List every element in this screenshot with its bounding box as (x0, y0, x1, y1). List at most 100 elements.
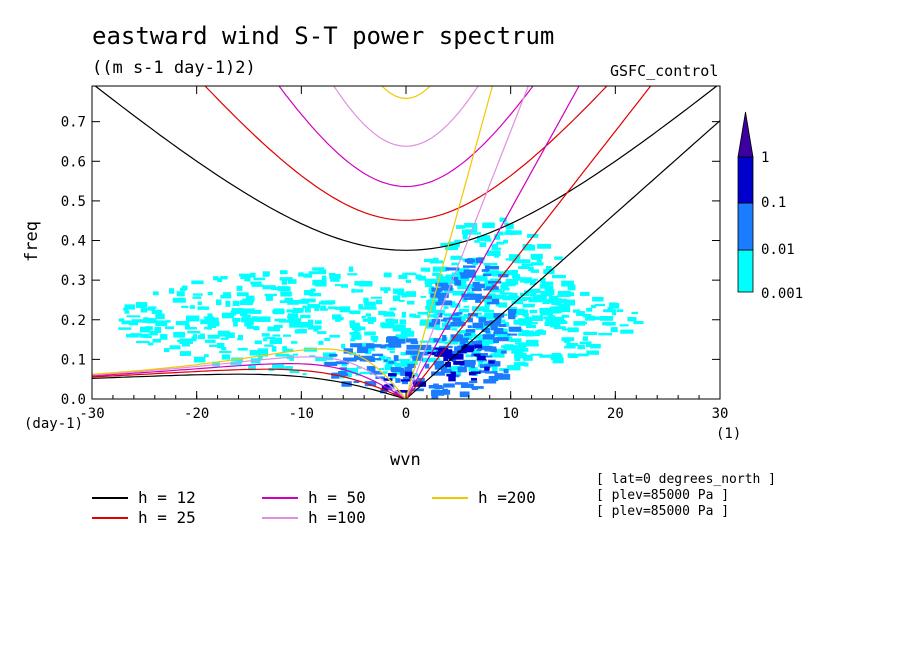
spectrum-cell (140, 308, 148, 313)
spectrum-cell (172, 297, 186, 303)
spectrum-cell (465, 329, 476, 333)
spectrum-cell (484, 366, 490, 371)
spectrum-cell (567, 327, 579, 333)
spectrum-cell (185, 315, 200, 322)
spectrum-cell (215, 299, 222, 306)
spectrum-cell (543, 316, 556, 320)
spectrum-cell (118, 327, 132, 330)
spectrum-cell (446, 373, 455, 377)
spectrum-cell (290, 341, 298, 344)
spectrum-cell (409, 313, 417, 318)
spectrum-cell (443, 317, 455, 320)
spectrum-cell (486, 301, 500, 305)
spectrum-cell (566, 343, 578, 347)
spectrum-cell (349, 320, 356, 326)
spectrum-cell (440, 285, 453, 291)
spectrum-cell (464, 229, 478, 233)
spectrum-cell (522, 296, 533, 301)
y-tick-label: 0.5 (61, 194, 86, 210)
spectrum-cell (410, 373, 419, 377)
spectrum-cell (484, 265, 490, 271)
spectrum-cell (438, 313, 443, 318)
spectrum-cell (532, 278, 538, 281)
kelvin-wave-curve (405, 86, 529, 399)
spectrum-cell (476, 235, 482, 241)
spectrum-cell (456, 268, 470, 273)
spectrum-cell (180, 287, 187, 291)
spectrum-cell (393, 288, 405, 294)
x-tick-label: -20 (184, 406, 209, 422)
spectrum-cell (456, 312, 463, 315)
spectrum-cell (217, 330, 230, 337)
spectrum-cell (522, 244, 536, 251)
spectrum-cell (482, 222, 495, 229)
spectrum-cell (528, 299, 543, 303)
spectrum-cell (511, 348, 524, 354)
spectrum-cell (433, 383, 439, 387)
spectrum-cell (263, 337, 268, 342)
spectrum-cell (544, 285, 554, 291)
spectrum-cell (427, 309, 436, 314)
spectrum-cell (392, 367, 404, 372)
spectrum-cell (505, 258, 516, 261)
x-tick-label: 30 (712, 406, 729, 422)
colorbar-triangle (737, 111, 754, 158)
spectrum-cell (450, 255, 463, 260)
spectrum-cell (470, 377, 477, 381)
y-tick-label: 0.3 (61, 273, 86, 289)
spectrum-cell (488, 375, 499, 382)
spectrum-cell (281, 279, 288, 285)
spectrum-cell (237, 334, 244, 339)
spectrum-cell (351, 288, 356, 293)
spectrum-cell (364, 331, 376, 336)
spectrum-cell (461, 345, 475, 351)
spectrum-cell (439, 279, 452, 285)
spectrum-cell (468, 380, 478, 384)
spectrum-cell (220, 294, 232, 299)
gravity-wave-curve (94, 86, 718, 251)
spectrum-cell (421, 357, 436, 363)
spectrum-cell (523, 277, 532, 281)
spectrum-cell (513, 362, 523, 366)
spectrum-cell (495, 315, 502, 321)
spectrum-cell (151, 309, 163, 314)
spectrum-cell (143, 335, 152, 339)
spectrum-cell (384, 344, 392, 347)
spectrum-cell (561, 280, 575, 287)
spectrum-cell (431, 390, 445, 396)
spectrum-cell (341, 343, 346, 349)
spectrum-cell (280, 291, 292, 297)
spectrum-cell (528, 266, 534, 272)
spectrum-cell (493, 348, 507, 354)
spectrum-cell (288, 313, 295, 320)
spectrum-cell (522, 354, 533, 361)
spectrum-cell (204, 317, 214, 323)
spectrum-cell (265, 295, 273, 301)
spectrum-cell (633, 321, 644, 325)
spectrum-cell (179, 351, 192, 356)
gravity-wave-curve (278, 86, 534, 188)
spectrum-cell (287, 318, 302, 323)
spectrum-cell (371, 353, 384, 357)
spectrum-cell (364, 301, 376, 307)
spectrum-cell (563, 299, 576, 306)
spectrum-cell (448, 366, 455, 372)
spectrum-cell (542, 299, 550, 305)
spectrum-cell (580, 291, 590, 296)
spectrum-cell (238, 273, 252, 277)
spectrum-cell (530, 353, 543, 356)
spectrum-cell (464, 222, 478, 228)
spectrum-cell (518, 332, 525, 336)
spectrum-cell (435, 301, 448, 306)
spectrum-cell (471, 306, 486, 312)
spectrum-cell (513, 257, 519, 261)
colorbar-label: 0.1 (761, 195, 786, 211)
spectrum-cell (393, 319, 399, 324)
spectrum-cell (502, 287, 510, 291)
spectrum-cell (443, 306, 449, 310)
spectrum-cell (505, 278, 519, 285)
spectrum-cell (233, 321, 238, 327)
spectrum-cell (507, 365, 521, 371)
spectrum-cell (445, 324, 451, 330)
spectrum-cell (471, 353, 476, 357)
